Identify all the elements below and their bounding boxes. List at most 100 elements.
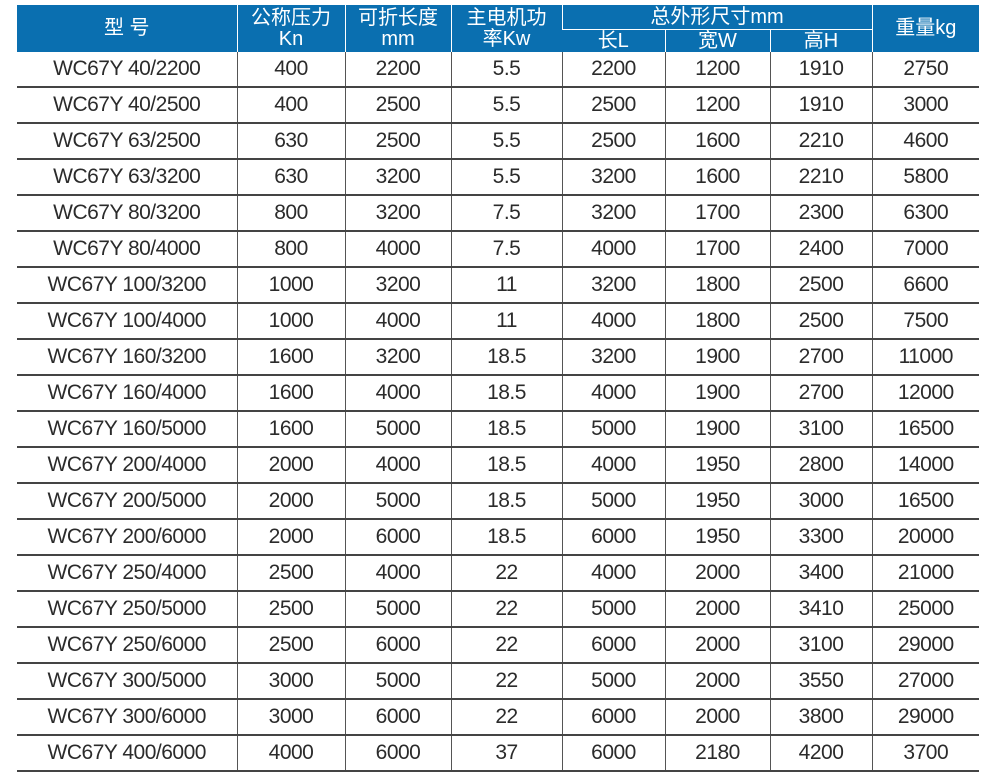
table-row: WC67Y 400/6000 4000 6000 37 6000 2180 4200 3700	[17, 735, 980, 772]
cell-weight: 5800	[871, 159, 980, 196]
cell-motor: 11	[450, 303, 562, 340]
cell-motor: 11	[450, 267, 562, 304]
table-row: WC67Y 100/3200 1000 3200 11 3200 1800 2500 6600	[17, 267, 980, 304]
cell-motor: 5.5	[450, 123, 562, 160]
cell-dim-height: 3800	[769, 699, 873, 736]
cell-force: 2500	[236, 591, 345, 628]
cell-motor: 18.5	[450, 339, 562, 376]
cell-weight: 27000	[871, 663, 980, 700]
header-weight: 重量kg	[871, 5, 980, 52]
cell-dim-width: 2000	[664, 555, 770, 592]
cell-dim-length: 3200	[561, 267, 665, 304]
cell-model: WC67Y 250/4000	[17, 555, 237, 592]
cell-force: 1000	[236, 267, 345, 304]
cell-model: WC67Y 160/3200	[17, 339, 237, 376]
header-dims: 总外形尺寸mm	[561, 5, 873, 30]
cell-dim-height: 2300	[769, 195, 873, 232]
header-length: 可折长度 mm	[344, 5, 451, 52]
header-force-line1: 公称压力	[251, 6, 331, 29]
table-row: WC67Y 80/3200 800 3200 7.5 3200 1700 2300 6300	[17, 195, 980, 232]
cell-force: 3000	[236, 663, 345, 700]
cell-model: WC67Y 300/5000	[17, 663, 237, 700]
cell-motor: 37	[450, 735, 562, 772]
cell-motor: 5.5	[450, 159, 562, 196]
table-row: WC67Y 160/3200 1600 3200 18.5 3200 1900 2700 11…	[17, 339, 980, 376]
cell-dim-height: 2400	[769, 231, 873, 268]
cell-weight: 20000	[871, 519, 980, 556]
cell-weight: 16500	[871, 483, 980, 520]
cell-dim-height: 3100	[769, 411, 873, 448]
cell-motor: 7.5	[450, 195, 562, 232]
cell-model: WC67Y 300/6000	[17, 699, 237, 736]
cell-dim-length: 5000	[561, 663, 665, 700]
cell-dim-length: 5000	[561, 483, 665, 520]
cell-length: 5000	[344, 663, 451, 700]
table-row: WC67Y 160/5000 1600 5000 18.5 5000 1900 3100 16…	[17, 411, 980, 448]
cell-length: 4000	[344, 555, 451, 592]
cell-model: WC67Y 80/4000	[17, 231, 237, 268]
cell-dim-length: 6000	[561, 735, 665, 772]
cell-dim-length: 4000	[561, 231, 665, 268]
cell-dim-height: 2800	[769, 447, 873, 484]
cell-dim-length: 4000	[561, 555, 665, 592]
cell-model: WC67Y 160/4000	[17, 375, 237, 412]
cell-motor: 22	[450, 699, 562, 736]
cell-dim-width: 1800	[664, 267, 770, 304]
cell-weight: 7000	[871, 231, 980, 268]
table-row: WC67Y 300/6000 3000 6000 22 6000 2000 3800 2900…	[17, 699, 980, 736]
cell-force: 800	[236, 231, 345, 268]
cell-length: 6000	[344, 519, 451, 556]
table-row: WC67Y 300/5000 3000 5000 22 5000 2000 3550 2700…	[17, 663, 980, 700]
cell-force: 1600	[236, 375, 345, 412]
cell-dim-width: 1950	[664, 519, 770, 556]
cell-force: 2500	[236, 627, 345, 664]
table-row: WC67Y 100/4000 1000 4000 11 4000 1800 2500 7500	[17, 303, 980, 340]
cell-force: 2000	[236, 447, 345, 484]
cell-length: 2200	[344, 52, 451, 88]
cell-dim-height: 3000	[769, 483, 873, 520]
cell-model: WC67Y 400/6000	[17, 735, 237, 772]
table-row: WC67Y 63/2500 630 2500 5.5 2500 1600 2210 4600	[17, 123, 980, 160]
cell-weight: 4600	[871, 123, 980, 160]
cell-dim-length: 3200	[561, 159, 665, 196]
cell-motor: 22	[450, 663, 562, 700]
header-dims-width: 宽W	[664, 29, 770, 52]
cell-dim-height: 1910	[769, 87, 873, 124]
cell-dim-height: 3410	[769, 591, 873, 628]
table-row: WC67Y 200/5000 2000 5000 18.5 5000 1950 3000 16…	[17, 483, 980, 520]
cell-motor: 18.5	[450, 411, 562, 448]
cell-motor: 5.5	[450, 87, 562, 124]
header-model: 型 号	[17, 5, 237, 52]
cell-dim-height: 2210	[769, 159, 873, 196]
cell-force: 2000	[236, 519, 345, 556]
cell-length: 6000	[344, 699, 451, 736]
cell-dim-height: 3550	[769, 663, 873, 700]
cell-motor: 18.5	[450, 375, 562, 412]
cell-model: WC67Y 160/5000	[17, 411, 237, 448]
cell-force: 400	[236, 52, 345, 88]
header-length-line1: 可折长度	[358, 6, 438, 29]
cell-dim-length: 6000	[561, 699, 665, 736]
cell-dim-width: 1600	[664, 123, 770, 160]
table-row: WC67Y 63/3200 630 3200 5.5 3200 1600 2210 5800	[17, 159, 980, 196]
cell-length: 5000	[344, 483, 451, 520]
cell-dim-height: 1910	[769, 52, 873, 88]
cell-weight: 11000	[871, 339, 980, 376]
cell-length: 3200	[344, 267, 451, 304]
cell-model: WC67Y 250/6000	[17, 627, 237, 664]
table-row: WC67Y 40/2200 400 2200 5.5 2200 1200 1910 2750	[17, 52, 980, 88]
header-force: 公称压力 Kn	[236, 5, 345, 52]
cell-model: WC67Y 250/5000	[17, 591, 237, 628]
cell-weight: 25000	[871, 591, 980, 628]
cell-dim-height: 3300	[769, 519, 873, 556]
cell-length: 2500	[344, 87, 451, 124]
cell-force: 2000	[236, 483, 345, 520]
cell-weight: 3000	[871, 87, 980, 124]
cell-motor: 22	[450, 555, 562, 592]
header-motor: 主电机功 率Kw	[450, 5, 562, 52]
cell-force: 400	[236, 87, 345, 124]
cell-dim-height: 2700	[769, 339, 873, 376]
cell-length: 6000	[344, 735, 451, 772]
cell-model: WC67Y 200/4000	[17, 447, 237, 484]
cell-dim-width: 2000	[664, 591, 770, 628]
